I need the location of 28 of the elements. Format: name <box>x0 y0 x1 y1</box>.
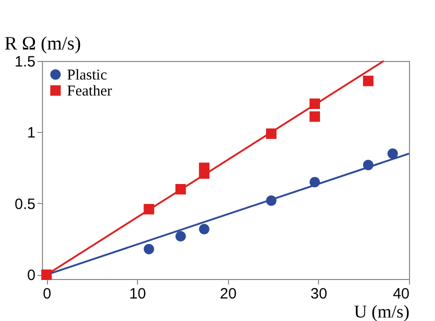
y-axis-title: R Ω (m/s) <box>4 34 81 54</box>
point <box>266 128 277 139</box>
point <box>175 184 186 194</box>
point <box>41 269 52 280</box>
point <box>310 111 320 122</box>
point <box>144 244 154 254</box>
x-tick-label: 20 <box>220 286 237 302</box>
x-tick-label: 10 <box>129 286 146 302</box>
point <box>310 176 320 188</box>
x-tick-label: 40 <box>392 286 410 302</box>
point <box>387 148 398 159</box>
point <box>144 204 154 214</box>
y-tick-label: 1 <box>27 124 36 142</box>
point <box>362 76 374 86</box>
legend-label: Feather <box>67 84 112 100</box>
y-tick-label: 0 <box>27 267 36 284</box>
legend-label: Plastic <box>67 68 108 84</box>
y-tick-label: 1.5 <box>14 54 36 70</box>
point <box>198 224 210 234</box>
point <box>310 98 320 109</box>
x-axis-title: U (m/s) <box>354 302 410 321</box>
x-tick-label: 0 <box>42 286 52 302</box>
point <box>362 160 374 170</box>
y-tick-label: 0.5 <box>14 196 36 213</box>
point <box>198 162 210 174</box>
x-tick-label: 30 <box>310 286 328 302</box>
point <box>175 231 186 242</box>
point <box>266 195 277 206</box>
